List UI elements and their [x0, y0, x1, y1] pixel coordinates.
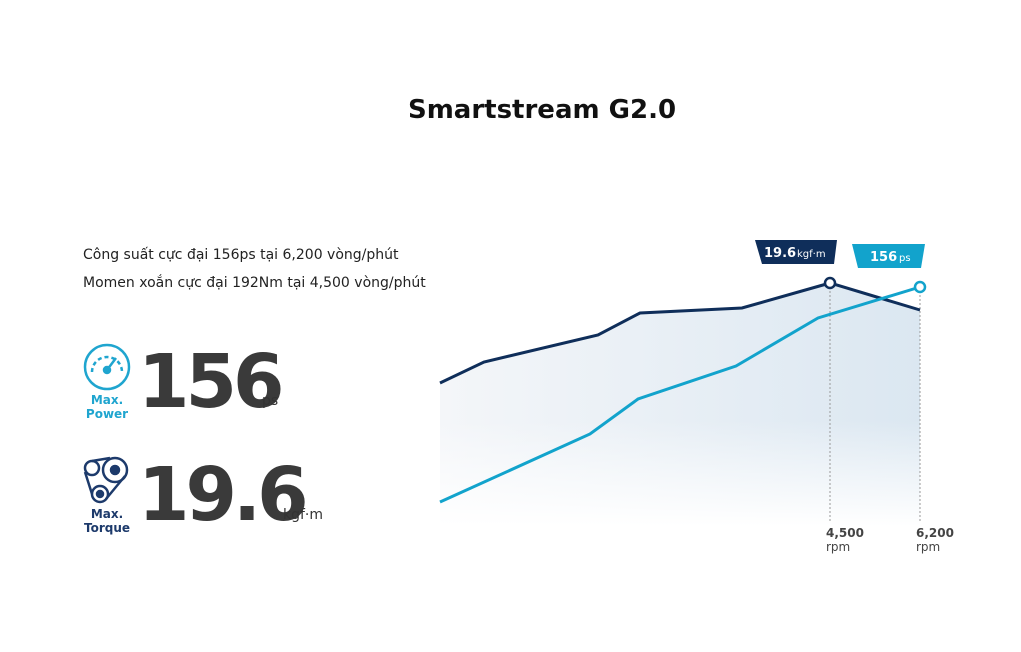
rpm-value: 4,500	[826, 526, 864, 540]
title: Smartstream G2.0	[408, 95, 676, 125]
rpm-unit: rpm	[826, 540, 850, 554]
torque-unit: kgf·m	[283, 507, 323, 523]
torque-label: Torque	[84, 521, 130, 535]
power-label: Power	[86, 407, 128, 421]
callout-value: 156	[870, 250, 897, 265]
torque-value: 19.6	[138, 452, 305, 538]
torque-icon	[83, 456, 129, 504]
rpm-value: 6,200	[916, 526, 954, 540]
power-curve	[439, 285, 921, 504]
power-value: 156	[138, 339, 281, 425]
graph-fade	[440, 420, 921, 526]
callout-value: 19.6	[764, 246, 796, 261]
callout-unit: kgf·m	[797, 249, 826, 260]
torque-label: Max.	[91, 507, 123, 521]
callout-unit: ps	[899, 253, 911, 264]
torque-peak	[823, 276, 837, 290]
torque-callout	[755, 240, 837, 264]
power-label: Max.	[91, 393, 123, 407]
power-peak	[913, 280, 927, 294]
rpm-unit: rpm	[916, 540, 940, 554]
spec-line: Momen xoắn cực đại 192Nm tại 4,500 vòng/…	[83, 274, 426, 291]
power-callout	[852, 244, 925, 268]
spec-line: Công suất cực đại 156ps tại 6,200 vòng/p…	[83, 247, 399, 263]
power-unit: ps	[262, 393, 278, 409]
power-icon	[83, 343, 131, 391]
